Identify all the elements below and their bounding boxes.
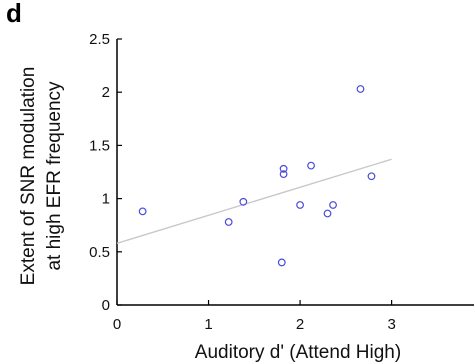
data-point <box>323 209 332 218</box>
x-tick-label: 0 <box>113 316 121 333</box>
y-axis-label-line-2: at high EFR frequency <box>44 81 65 271</box>
data-points <box>138 85 376 267</box>
data-point <box>296 201 304 209</box>
data-point <box>307 161 315 170</box>
x-tick-label: 1 <box>204 316 212 333</box>
data-point <box>277 258 286 267</box>
y-tick-label: 2.5 <box>89 31 110 48</box>
y-axis-label-line-1: Extent of SNR modulation <box>18 67 39 286</box>
y-axis-label: Extent of SNR modulation at high EFR fre… <box>18 67 65 286</box>
data-point <box>279 170 288 179</box>
data-point <box>224 218 233 226</box>
data-point <box>279 164 288 173</box>
data-point <box>138 207 147 216</box>
data-point <box>329 201 337 209</box>
y-tick-label: 2 <box>102 84 110 101</box>
y-tick-label: 1.5 <box>89 137 110 154</box>
y-tick-label: 1 <box>102 191 110 208</box>
y-tick-label: 0 <box>102 297 110 314</box>
x-tick-label: 2 <box>296 316 304 333</box>
x-axis-label: Auditory d' (Attend High) <box>195 342 401 363</box>
fit-line-group <box>116 158 392 244</box>
x-tick-label: 3 <box>387 316 395 333</box>
y-tick-label: 0.5 <box>89 244 110 261</box>
fit-line <box>116 158 392 244</box>
panel-label: d <box>6 0 22 28</box>
data-point <box>367 172 376 181</box>
data-point <box>356 85 365 93</box>
axes: 0 0.5 1 1.5 2 2.5 0 1 2 3 <box>89 31 474 333</box>
data-point <box>239 197 248 206</box>
